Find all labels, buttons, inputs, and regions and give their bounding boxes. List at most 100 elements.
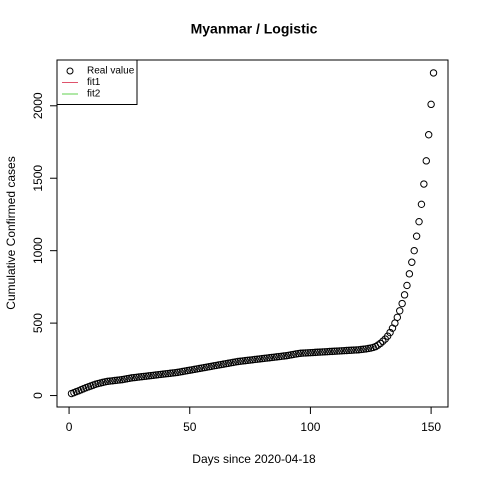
data-point — [149, 371, 158, 379]
data-point — [277, 352, 286, 360]
data-point — [359, 345, 368, 353]
x-axis-label: Days since 2020-04-18 — [192, 452, 316, 466]
data-point — [347, 346, 356, 354]
data-point — [297, 349, 305, 357]
data-point — [306, 348, 315, 357]
data-point — [342, 346, 351, 355]
data-point — [137, 373, 146, 381]
data-point — [239, 357, 247, 365]
data-point — [145, 372, 153, 380]
data-point — [246, 356, 254, 364]
data-point — [116, 376, 124, 384]
data-point — [128, 374, 136, 382]
data-point — [159, 370, 167, 378]
data-point — [169, 369, 177, 377]
x-tick-label: 150 — [421, 420, 441, 434]
data-point — [408, 258, 416, 266]
data-point — [340, 346, 348, 355]
data-point — [251, 355, 259, 364]
data-point — [311, 348, 319, 357]
data-point — [417, 200, 426, 209]
plot-box — [56, 59, 449, 408]
data-point — [318, 348, 327, 356]
data-point — [330, 347, 339, 355]
data-point — [161, 370, 170, 378]
data-point — [270, 353, 278, 361]
data-point — [405, 270, 414, 278]
data-point — [323, 347, 332, 356]
y-tick-label: 1500 — [31, 165, 45, 192]
data-point — [396, 307, 404, 315]
data-point — [379, 337, 387, 345]
y-axis-label: Cumulative Confirmed cases — [4, 156, 18, 309]
chart-title: Myanmar / Logistic — [191, 21, 318, 37]
data-point — [422, 157, 430, 165]
data-point — [393, 313, 402, 322]
data-point — [147, 371, 155, 380]
legend-symbol — [66, 67, 74, 75]
data-point — [103, 377, 112, 386]
data-point — [403, 281, 411, 290]
data-point — [154, 370, 163, 379]
data-point — [415, 217, 423, 226]
data-point — [350, 346, 358, 354]
data-point — [260, 354, 269, 363]
data-point — [132, 373, 141, 381]
data-point — [258, 354, 266, 363]
data-point — [354, 346, 363, 354]
legend-label: fit1 — [87, 77, 101, 88]
data-point — [152, 371, 160, 379]
data-point — [301, 349, 310, 357]
data-point — [313, 348, 322, 356]
data-point — [410, 246, 418, 255]
y-tick-label: 0 — [31, 392, 45, 399]
data-point — [374, 341, 382, 349]
data-point — [398, 299, 406, 308]
data-point — [328, 347, 336, 356]
data-point — [253, 355, 262, 363]
data-point — [106, 377, 114, 385]
data-point — [108, 377, 117, 385]
data-point — [263, 354, 271, 362]
data-point — [294, 349, 303, 358]
data-point — [424, 131, 433, 139]
data-point — [135, 373, 143, 381]
data-point — [142, 372, 151, 380]
data-point — [164, 369, 172, 378]
data-point — [383, 332, 392, 340]
data-point — [427, 100, 435, 109]
data-point — [265, 354, 274, 362]
y-tick-label: 500 — [31, 313, 45, 333]
y-tick-label: 2000 — [31, 92, 45, 119]
legend-label: fit2 — [87, 89, 101, 100]
data-point — [352, 346, 360, 354]
data-point — [248, 356, 257, 364]
data-point — [335, 347, 344, 355]
data-point — [309, 348, 317, 357]
data-point — [304, 349, 312, 357]
data-point — [166, 369, 175, 377]
data-point — [400, 291, 409, 299]
data-point — [326, 347, 334, 356]
data-point — [243, 356, 252, 365]
data-point — [256, 355, 264, 363]
y-tick-label: 1000 — [31, 237, 45, 264]
data-point — [241, 356, 249, 365]
data-point — [140, 372, 148, 381]
legend-label: Real value — [87, 66, 135, 77]
x-tick-label: 100 — [300, 420, 320, 434]
data-point — [234, 357, 242, 366]
data-point — [412, 232, 421, 240]
data-point — [429, 69, 438, 77]
data-point — [280, 352, 288, 360]
data-point — [338, 347, 346, 355]
data-point — [420, 180, 428, 188]
data-point — [111, 376, 119, 385]
data-point — [386, 328, 394, 337]
data-point — [130, 373, 138, 382]
data-point — [316, 348, 324, 356]
data-point — [376, 339, 385, 348]
data-point — [275, 352, 283, 361]
data-point — [171, 368, 179, 377]
